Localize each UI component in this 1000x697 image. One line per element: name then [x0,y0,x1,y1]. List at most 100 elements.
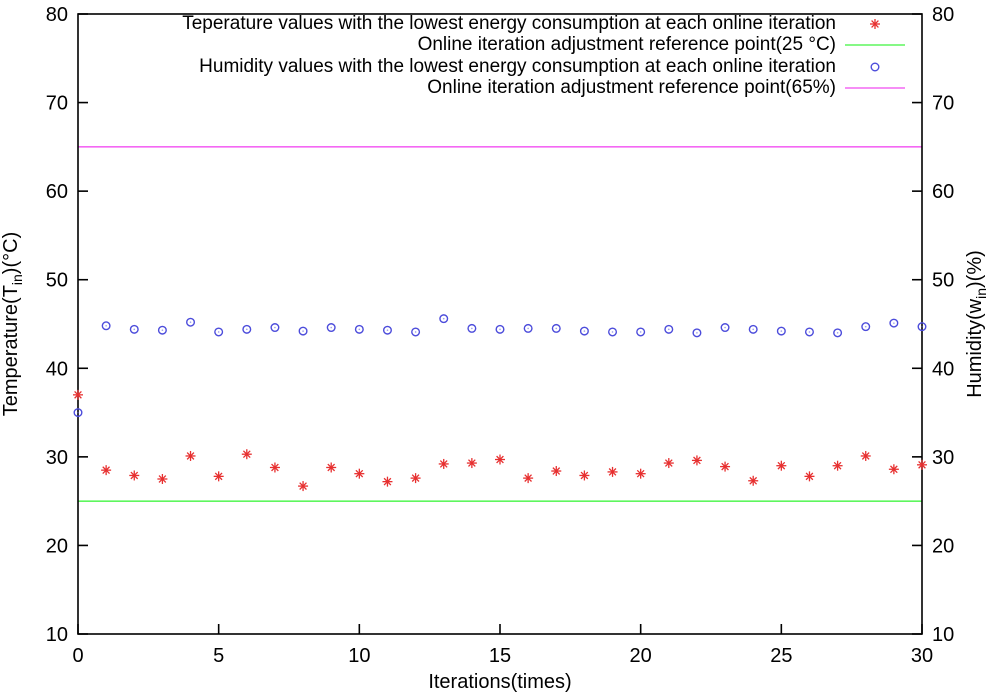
y-axis-label-left: Temperature(Tin)(°C) [0,232,25,416]
asterisk-marker [663,458,674,469]
line [158,475,167,483]
asterisk-marker [241,449,252,460]
asterisk-marker [382,476,393,487]
circle-marker [129,324,139,334]
asterisk-marker [691,455,702,466]
asterisk-marker [495,454,505,465]
circle-marker-icon [843,57,907,77]
circle-marker [439,314,449,324]
line [777,461,786,470]
legend-label-temperature-points: Teperature values with the lowest energy… [182,12,836,34]
circle-marker [551,323,561,333]
asterisk-marker [269,462,280,473]
line [439,460,448,468]
line [242,450,251,459]
asterisk-marker [157,474,168,484]
asterisk-marker [326,462,337,473]
line [805,472,814,481]
y-tick-label-left: 10 [46,624,68,646]
x-tick-label: 20 [630,645,652,667]
line [130,471,139,480]
line [721,462,729,471]
line [918,460,926,469]
circle-marker [495,324,505,334]
x-axis-label: Iterations(times) [428,671,571,693]
line [468,459,476,467]
y-tick-label-left: 40 [46,358,68,380]
x-tick-label: 25 [770,645,792,667]
circle-marker [664,324,674,334]
legend-label-temperature-reference: Online iteration adjustment reference po… [417,34,836,56]
line [214,472,223,481]
circle-marker [157,325,167,335]
line [383,477,392,486]
magenta-line-sample-icon [843,78,907,98]
asterisk-marker [832,460,843,471]
line [327,463,336,472]
circle-marker [889,318,899,328]
circle-marker [636,327,646,337]
asterisk-marker [101,465,112,476]
circle-marker [523,323,533,333]
line [552,467,561,475]
y-tick-label-right: 60 [932,181,954,203]
circle-marker [579,326,589,336]
line [833,461,842,470]
circle-marker [748,324,758,334]
x-tick-label: 15 [489,645,511,667]
y-tick-label-left: 70 [46,93,68,115]
y-tick-label-right: 50 [932,270,954,292]
legend-entry-temperature-points: Teperature values with the lowest energy… [182,13,907,35]
asterisk-marker [129,470,140,481]
y-tick-label-right: 40 [932,358,954,380]
legend-label-humidity-reference: Online iteration adjustment reference po… [427,77,836,99]
circle-marker [720,323,730,333]
asterisk-marker [579,470,590,481]
circle-marker [242,324,252,334]
asterisk-marker [776,460,787,471]
green-line-sample-icon [843,35,907,55]
circle-marker [411,327,421,337]
line [861,452,870,460]
line [299,482,307,490]
asterisk-marker [804,471,815,482]
legend-entry-temperature-reference: Online iteration adjustment reference po… [182,34,907,57]
x-tick-label: 5 [213,645,224,667]
y-tick-label-left: 80 [46,4,68,26]
asterisk-marker [917,459,927,470]
line [693,456,701,465]
line [580,471,589,480]
y-tick-label-right: 30 [932,447,954,469]
asterisk-marker [213,471,224,482]
line [102,466,110,475]
line [496,455,504,464]
asterisk-marker [860,450,871,461]
line [749,476,758,485]
line [608,468,617,476]
circle-marker [73,408,83,418]
asterisk-marker [354,468,365,479]
asterisk-marker [551,466,562,477]
line [355,469,364,478]
circle-marker [382,325,392,335]
legend-entry-humidity-reference: Online iteration adjustment reference po… [182,77,907,100]
asterisk-marker [438,458,449,469]
y-tick-label-left: 30 [46,447,68,469]
circle-marker [833,328,843,338]
line [74,390,82,399]
y-axis-label-right: Humidity(win)(%) [964,250,989,398]
asterisk-marker [466,458,477,469]
circle-marker [608,327,618,337]
y-tick-label-left: 60 [46,181,68,203]
y-tick-label-right: 20 [932,535,954,557]
asterisk-marker [185,450,196,461]
x-tick-label: 10 [348,645,370,667]
x-tick-label: 30 [911,645,933,667]
line [890,465,898,474]
y-tick-label-left: 50 [46,270,68,292]
series-humidity [73,314,927,418]
circle-marker [917,322,927,332]
series-temperature [73,389,927,492]
circle-marker [270,323,280,333]
